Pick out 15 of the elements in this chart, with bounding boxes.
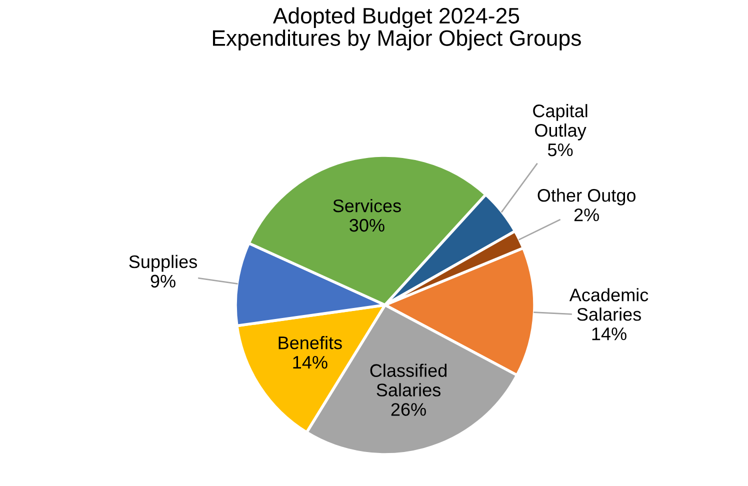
slice-label: Supplies [129, 254, 197, 272]
data-label: 14% [293, 356, 328, 369]
data-label: 5% [548, 144, 573, 156]
data-label: 2% [574, 208, 599, 222]
slice-label: Services [333, 198, 401, 212]
data-label: 26% [391, 403, 426, 416]
chart-title: Adopted Budget 2024-25 Expenditures by Major Object Groups [213, 7, 581, 50]
slice-label: Other Outgo [538, 188, 636, 206]
data-label: 30% [350, 218, 384, 232]
slice-label: Capital Outlay [533, 104, 588, 140]
slice-label: Benefits [278, 336, 342, 350]
data-label: 14% [592, 328, 626, 340]
data-label: 9% [150, 274, 176, 288]
slice-label: Classified Salaries [370, 364, 446, 396]
slice-label: Academic Salaries [569, 288, 648, 321]
